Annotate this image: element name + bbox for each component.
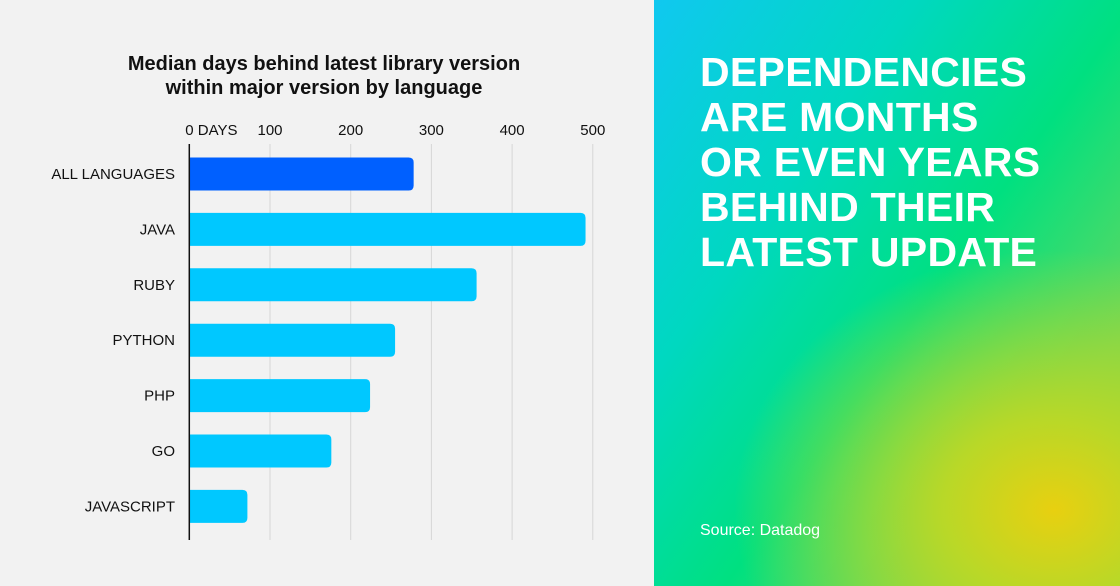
category-label: GO (152, 443, 175, 460)
category-label: PHP (144, 388, 175, 405)
bar-chart: 0 DAYS 100 200 300 400 500 ALL LANGUAGES JAVA RU… (51, 122, 605, 540)
category-label: ALL LANGUAGES (51, 166, 175, 183)
headline-line: DEPENDENCIES (700, 49, 1028, 95)
category-label: JAVASCRIPT (85, 498, 175, 515)
headline-line: LATEST UPDATE (700, 229, 1038, 275)
bar (189, 212, 586, 246)
category-label: JAVA (140, 221, 175, 238)
bar (189, 489, 248, 523)
chart-title-line: Median days behind latest library versio… (127, 53, 521, 75)
chart-title: Median days behind latest library versio… (0, 52, 648, 100)
x-tick-label: 500 (580, 122, 605, 139)
bar (189, 268, 477, 302)
x-tick-label: 200 (338, 122, 363, 139)
x-tick-label: 0 DAYS (185, 122, 237, 139)
chart-title-line: within major version by language (165, 77, 483, 99)
x-tick-label: 300 (419, 122, 444, 139)
headline-line: OR EVEN YEARS (700, 139, 1041, 185)
category-label: RUBY (133, 277, 175, 294)
bar (189, 434, 332, 468)
bar (189, 157, 414, 191)
bar (189, 323, 396, 357)
x-tick-label: 100 (257, 122, 282, 139)
headline-line: ARE MONTHS (700, 94, 979, 140)
headline-panel: DEPENDENCIES ARE MONTHS OR EVEN YEARS BE… (654, 0, 1120, 586)
source-note: Source: Datadog (700, 522, 821, 539)
headline: DEPENDENCIES ARE MONTHS OR EVEN YEARS BE… (700, 50, 1100, 275)
x-tick-label: 400 (500, 122, 525, 139)
category-label: PYTHON (112, 332, 175, 349)
headline-line: BEHIND THEIR (700, 184, 996, 230)
chart-panel: Median days behind latest library versio… (0, 52, 648, 540)
bar (189, 379, 371, 413)
